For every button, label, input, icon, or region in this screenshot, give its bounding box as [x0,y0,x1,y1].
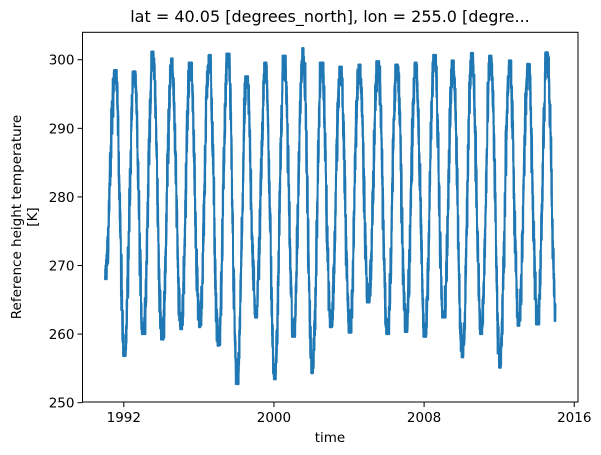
y-tick-label: 250 [49,396,75,412]
y-tick-label: 270 [49,259,75,275]
chart-title: lat = 40.05 [degrees_north], lon = 255.0… [130,7,530,27]
y-axis-label-line-2: [K] [25,207,41,226]
axes-frame [82,31,579,403]
y-axis-label-line-1: Reference height temperature [9,115,25,319]
y-tick-label: 290 [49,121,75,137]
y-tick-label: 260 [49,327,75,343]
x-axis: 1992 2000 2008 2016 [107,402,591,426]
temperature-series-line [104,47,557,386]
y-tick-label: 300 [49,53,75,69]
plot-area [104,47,557,386]
x-tick-label: 2016 [557,410,591,426]
x-tick-label: 1992 [107,410,141,426]
y-axis-label: Reference height temperature [K] [9,115,41,319]
x-axis-label: time [315,430,346,446]
x-tick-label: 2000 [257,410,291,426]
x-tick-label: 2008 [407,410,441,426]
y-axis: 250 260 270 280 290 300 [49,53,83,412]
y-tick-label: 280 [49,190,75,206]
